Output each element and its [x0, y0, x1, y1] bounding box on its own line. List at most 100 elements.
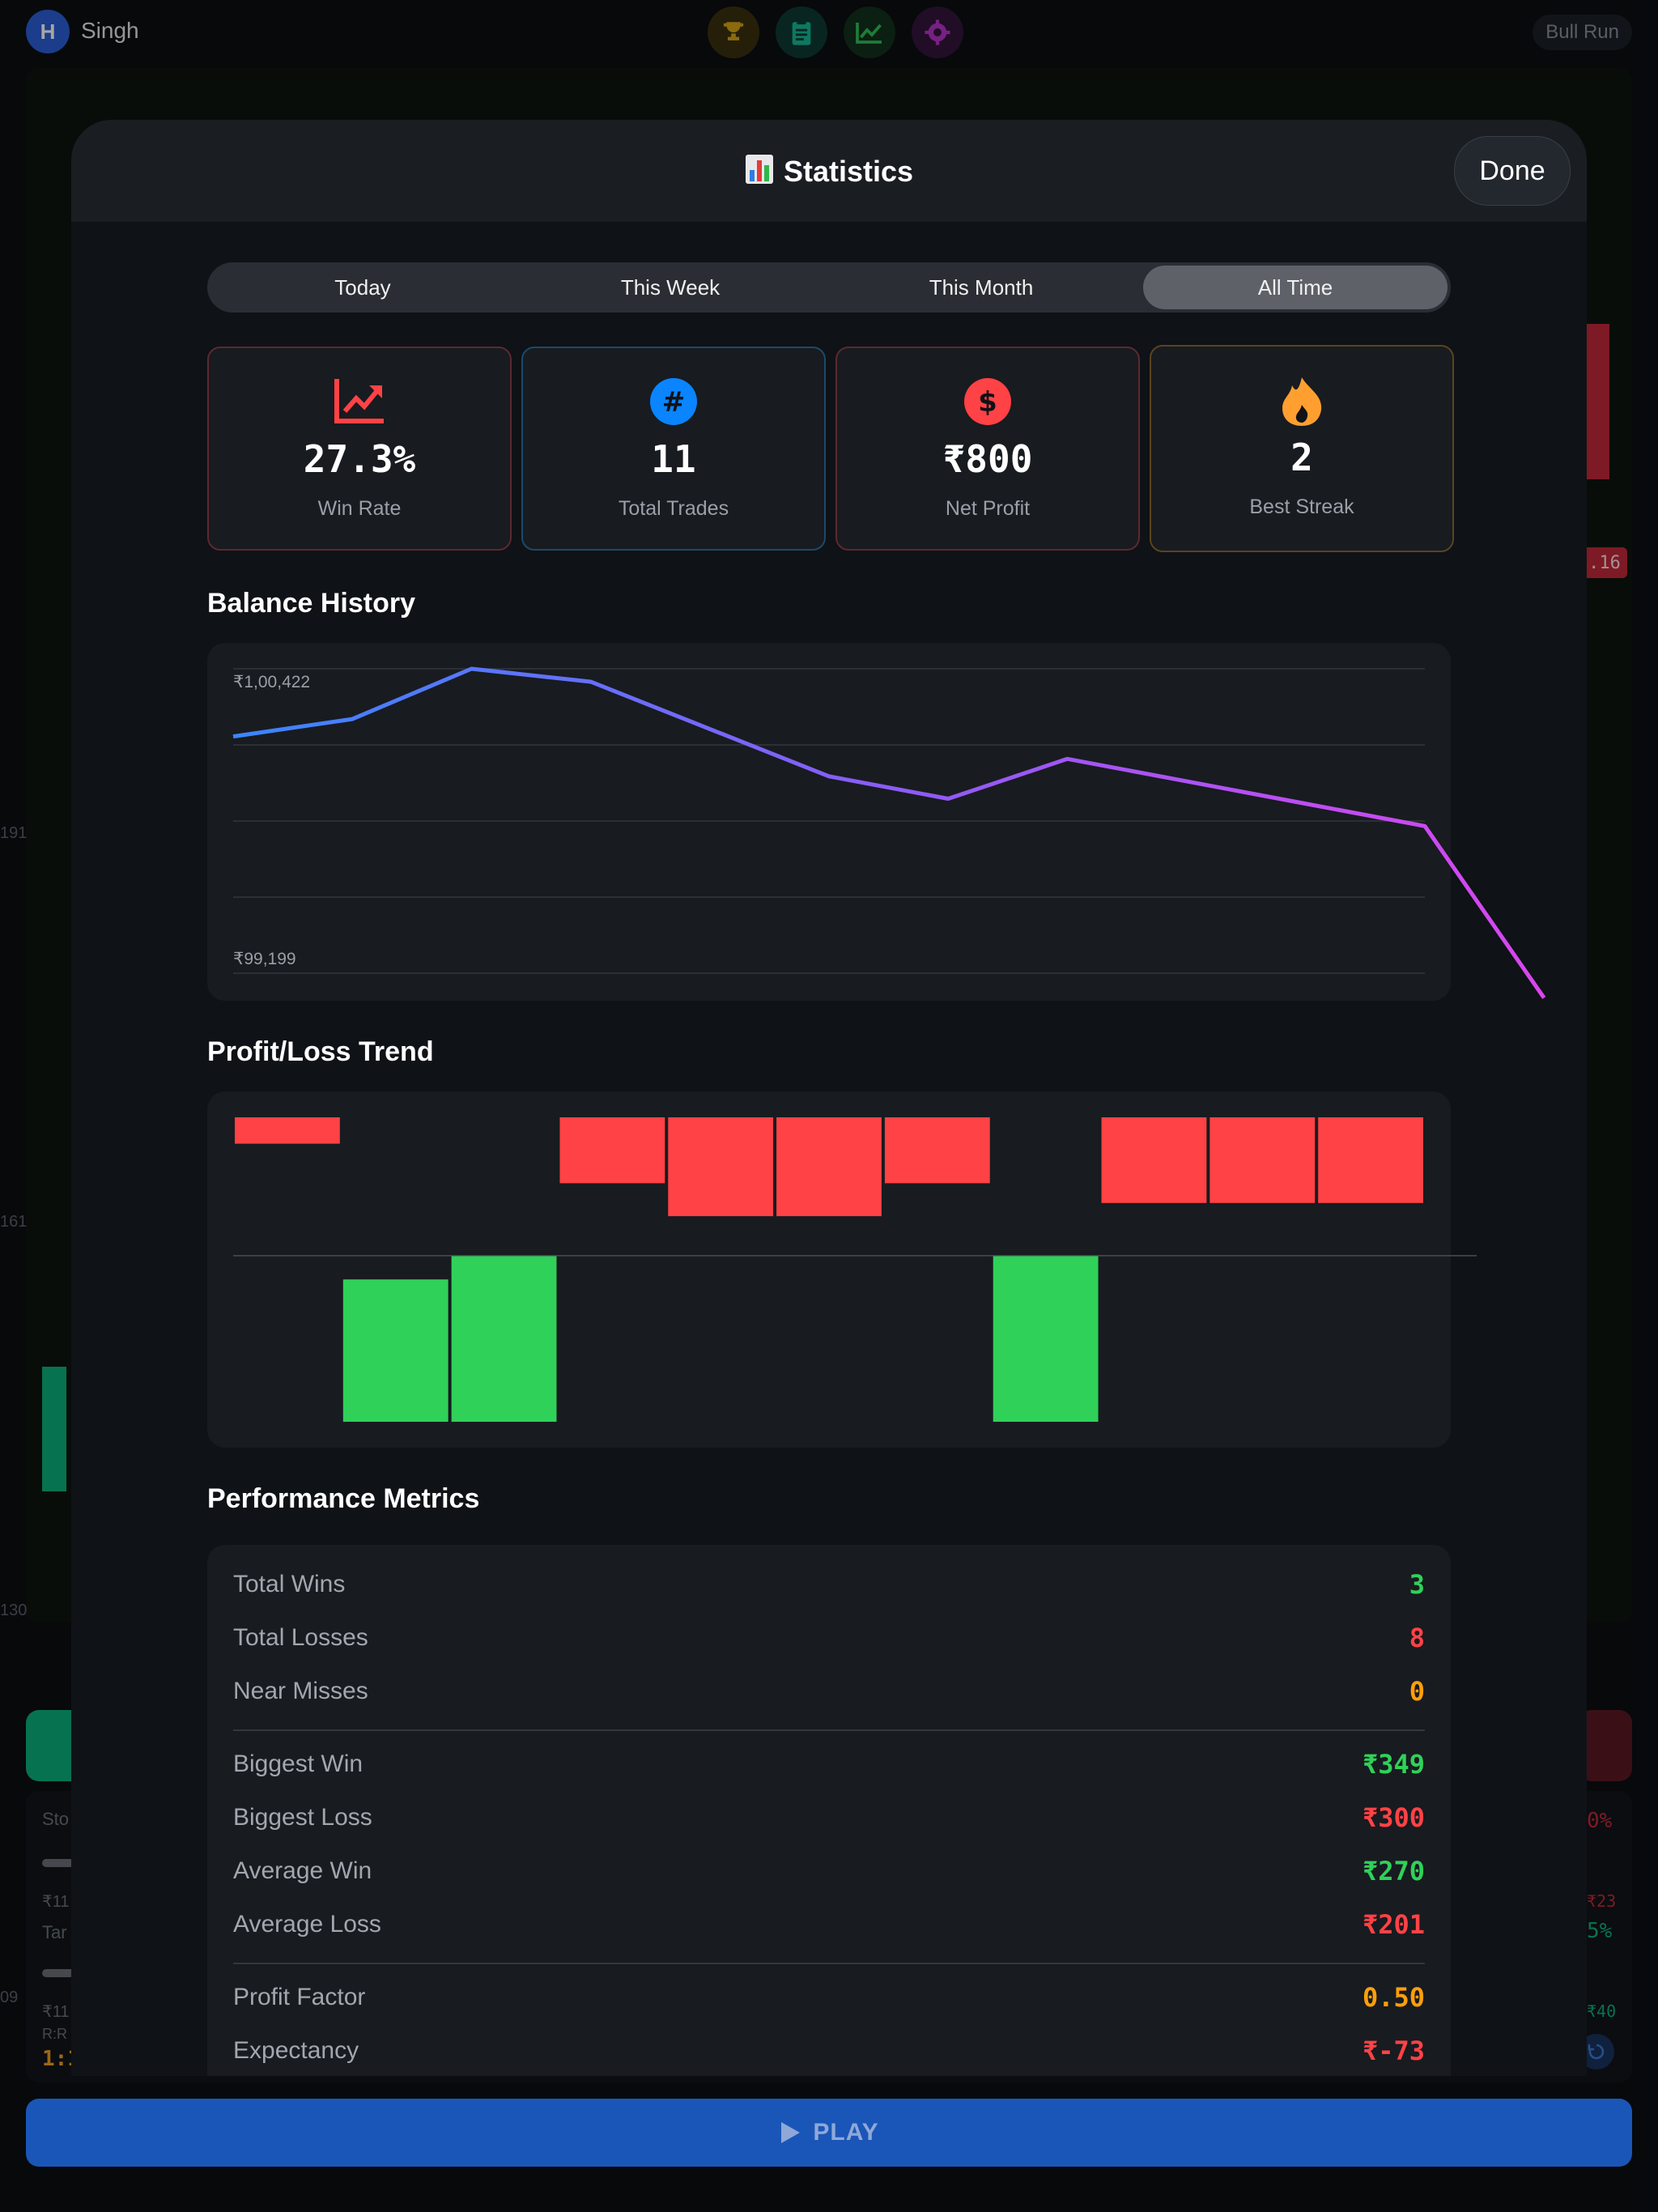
performance-metrics-panel: [207, 1545, 1451, 2076]
stat-value: ₹800: [942, 437, 1033, 481]
modal-header: Statistics Done: [71, 120, 1587, 222]
metric-label: Biggest Loss: [233, 1804, 372, 1831]
stop-percent: 0%: [1587, 1809, 1613, 1833]
username: Singh: [81, 18, 139, 43]
candle: [42, 1367, 66, 1491]
pnl-bar: [451, 1256, 557, 1422]
divider: [233, 1729, 1425, 1731]
pnl-bar: [1209, 1117, 1316, 1203]
stop-amount: ₹23: [1587, 1891, 1617, 1911]
pnl-bar-chart: [233, 1117, 1477, 1422]
axis-label: 191: [0, 824, 28, 842]
pnl-trend-title: Profit/Loss Trend: [207, 1036, 434, 1067]
metric-row-total-wins: Total Wins 3: [233, 1559, 1425, 1608]
price-tag: .16: [1582, 547, 1627, 578]
metric-value: 0.50: [1362, 1982, 1425, 2013]
top-bar: H Singh Bull Run: [0, 0, 1658, 65]
target-label: Tar: [42, 1922, 67, 1942]
y-min-label: ₹99,199: [233, 950, 296, 968]
axis-label: 09: [0, 1989, 19, 2006]
balance-history-panel: [207, 643, 1451, 1001]
metric-row-total-losses: Total Losses 8: [233, 1613, 1425, 1661]
gear-icon[interactable]: [912, 6, 963, 58]
candle: [1587, 324, 1609, 479]
rr-label: R:R: [42, 2026, 67, 2042]
sell-button[interactable]: [1579, 1710, 1632, 1781]
metric-value: ₹201: [1362, 1909, 1425, 1940]
stop-slider[interactable]: [42, 1859, 74, 1867]
trophy-icon[interactable]: [708, 6, 759, 58]
dollar-icon: $: [837, 377, 1138, 426]
play-icon: [781, 2122, 801, 2143]
svg-text:$: $: [978, 386, 997, 419]
mode-badge[interactable]: Bull Run: [1533, 15, 1632, 50]
axis-label: 130: [0, 1602, 28, 1619]
best-streak-card: 2 Best Streak: [1150, 345, 1454, 552]
hash-icon: #: [523, 377, 824, 426]
balance-history-title: Balance History: [207, 588, 415, 619]
metric-value: ₹300: [1362, 1802, 1425, 1833]
balance-line: [232, 666, 1546, 999]
stat-value: 27.3%: [303, 437, 416, 481]
metric-row-average-win: Average Win ₹270: [233, 1846, 1425, 1895]
stop-label: Sto: [42, 1809, 70, 1829]
modal-title-text: Statistics: [783, 155, 914, 188]
stop-value: ₹11: [42, 1893, 70, 1911]
svg-text:#: #: [662, 386, 686, 419]
pnl-bar: [235, 1117, 340, 1144]
tab-today[interactable]: Today: [334, 274, 391, 300]
target-slider[interactable]: [42, 1969, 74, 1977]
metric-label: Average Loss: [233, 1911, 381, 1938]
metric-value: ₹-73: [1362, 2035, 1425, 2066]
tab-this-month[interactable]: This Month: [929, 274, 1034, 300]
statistics-modal: Statistics Done Today This Week This Mon…: [71, 120, 1587, 2076]
metric-value: ₹270: [1362, 1856, 1425, 1887]
pnl-bar: [776, 1117, 882, 1217]
stat-label: Best Streak: [1249, 496, 1354, 518]
avatar[interactable]: H: [26, 10, 70, 53]
metric-value: 0: [1409, 1676, 1425, 1707]
metric-value: 3: [1409, 1569, 1425, 1600]
divider: [233, 1963, 1425, 1964]
flame-icon: [1151, 376, 1452, 426]
bar-chart-icon: [745, 154, 774, 192]
target-value: ₹11: [42, 2003, 70, 2021]
metric-row-biggest-loss: Biggest Loss ₹300: [233, 1793, 1425, 1841]
pnl-bar: [993, 1256, 1099, 1422]
metric-label: Expectancy: [233, 2037, 359, 2064]
pnl-bar: [668, 1117, 774, 1217]
target-percent: 5%: [1587, 1919, 1613, 1943]
pnl-bar: [1101, 1117, 1207, 1203]
metric-label: Profit Factor: [233, 1984, 366, 2010]
metric-row-biggest-win: Biggest Win ₹349: [233, 1739, 1425, 1788]
balance-line-chart: [232, 666, 1546, 999]
win-rate-card: 27.3% Win Rate: [207, 347, 512, 551]
chart-icon[interactable]: [844, 6, 895, 58]
metric-row-near-misses: Near Misses 0: [233, 1666, 1425, 1715]
pnl-bar: [884, 1117, 990, 1184]
tab-all-time[interactable]: All Time: [1143, 266, 1448, 309]
stat-label: Win Rate: [317, 497, 402, 520]
metric-row-average-loss: Average Loss ₹201: [233, 1899, 1425, 1948]
metric-label: Near Misses: [233, 1678, 368, 1704]
pnl-bar: [1318, 1117, 1423, 1203]
period-segmented-control: Today This Week This Month All Time: [207, 262, 1451, 313]
net-profit-card: $ ₹800 Net Profit: [835, 347, 1140, 551]
metric-row-profit-factor: Profit Factor 0.50: [233, 1972, 1425, 2021]
total-trades-card: # 11 Total Trades: [521, 347, 826, 551]
clipboard-icon[interactable]: [776, 6, 827, 58]
tab-this-week[interactable]: This Week: [620, 274, 721, 300]
target-amount: ₹40: [1587, 2001, 1617, 2021]
metric-label: Average Win: [233, 1857, 372, 1884]
pnl-bar: [342, 1279, 449, 1422]
stat-value: 2: [1290, 436, 1313, 479]
metric-label: Biggest Win: [233, 1750, 363, 1777]
metric-label: Total Losses: [233, 1624, 368, 1651]
metric-value: ₹349: [1362, 1749, 1425, 1780]
metric-label: Total Wins: [233, 1571, 346, 1597]
modal-title: Statistics: [71, 154, 1587, 192]
done-button[interactable]: Done: [1454, 136, 1571, 206]
play-button[interactable]: PLAY: [26, 2099, 1632, 2167]
trending-up-icon: [209, 377, 510, 426]
performance-metrics-title: Performance Metrics: [207, 1483, 480, 1514]
